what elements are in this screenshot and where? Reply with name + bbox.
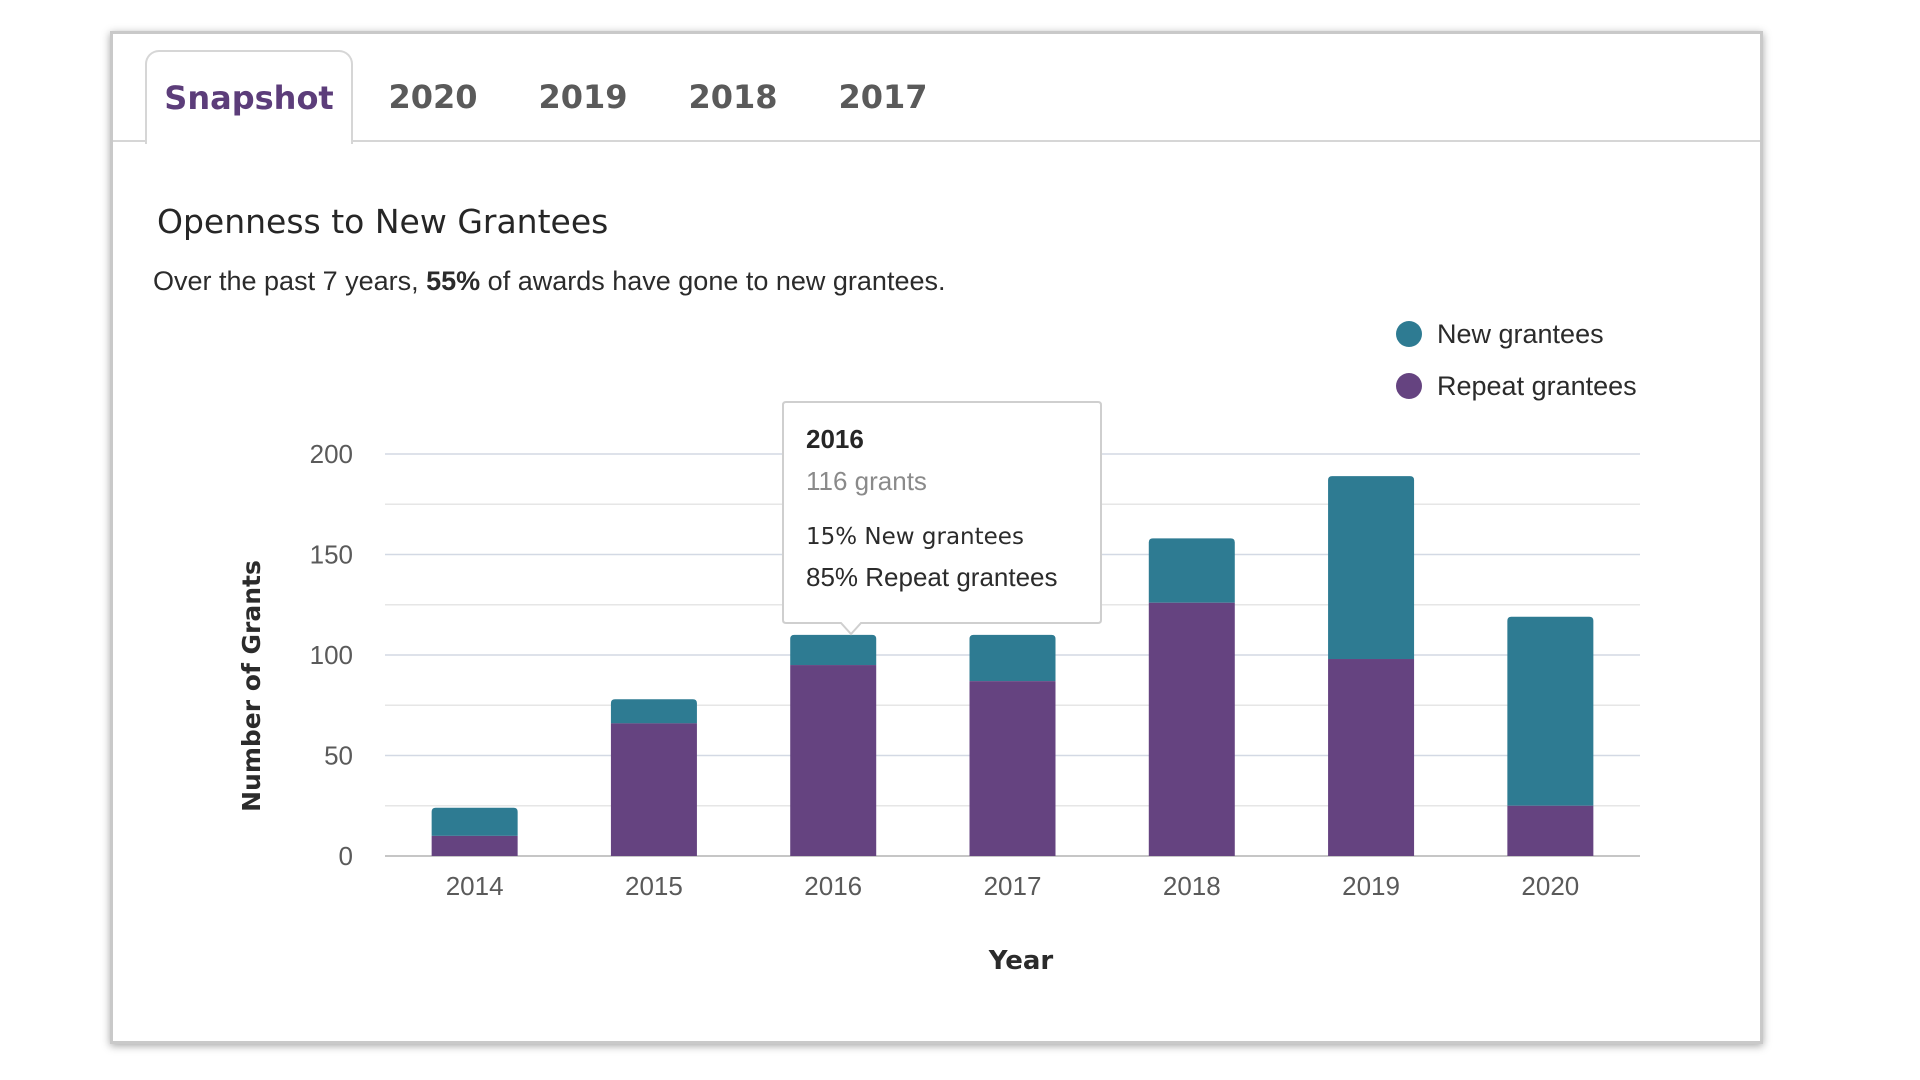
x-tick-label: 2016: [804, 871, 862, 901]
y-tick-label: 0: [339, 841, 353, 871]
legend: New grantees Repeat grantees: [1396, 319, 1637, 401]
tooltip-new: 15% New grantees: [806, 524, 1024, 550]
bar-repeat-2018[interactable]: [1148, 602, 1235, 856]
bar-repeat-2020[interactable]: [1507, 805, 1594, 856]
legend-new-label: New grantees: [1437, 319, 1604, 349]
y-axis-label: Number of Grants: [237, 560, 266, 812]
tab-2020[interactable]: 2020: [388, 78, 478, 116]
x-tick-label: 2017: [984, 871, 1042, 901]
y-tick-label: 50: [324, 741, 353, 771]
bar-repeat-2017[interactable]: [969, 681, 1056, 856]
y-tick-label: 100: [310, 640, 353, 670]
bar-repeat-2014[interactable]: [431, 835, 518, 856]
bar-repeat-2019[interactable]: [1328, 659, 1415, 856]
x-axis-label: Year: [988, 946, 1054, 976]
stacked-bar-chart: 0 50 100 150 200 2014 2015 2016 2017 2018 2019 202…: [237, 319, 1640, 976]
x-tick-label: 2014: [446, 871, 504, 901]
tooltip-total: 116 grants: [806, 466, 927, 496]
x-tick-label: 2019: [1342, 871, 1400, 901]
legend-repeat-label: Repeat grantees: [1437, 371, 1637, 401]
chart-card: Snapshot 2020 2019 2018 2017 Openness to…: [110, 31, 1763, 1044]
chart-title: Openness to New Grantees: [157, 202, 609, 241]
tab-strip: Snapshot 2020 2019 2018 2017: [113, 34, 1760, 144]
bar-repeat-2015[interactable]: [610, 723, 697, 856]
tooltip-repeat: 85% Repeat grantees: [806, 562, 1058, 592]
bar-new-2018[interactable]: [1148, 538, 1235, 603]
bar-repeat-2016[interactable]: [790, 665, 877, 856]
summary-highlight: 55%: [426, 266, 481, 296]
tooltip-year: 2016: [806, 424, 864, 454]
tab-2018[interactable]: 2018: [688, 78, 778, 116]
chart-summary: Over the past 7 years, 55% of awards hav…: [153, 266, 945, 297]
tab-snapshot[interactable]: Snapshot: [145, 50, 353, 144]
summary-suffix: of awards have gone to new grantees.: [480, 266, 946, 296]
bar-new-2020[interactable]: [1507, 616, 1594, 806]
legend-new-swatch: [1396, 321, 1422, 347]
tab-2017[interactable]: 2017: [838, 78, 928, 116]
x-tick-label: 2018: [1163, 871, 1221, 901]
summary-prefix: Over the past 7 years,: [153, 266, 427, 296]
y-axis-ticks: 0 50 100 150 200: [310, 439, 353, 871]
y-tick-label: 150: [310, 540, 353, 570]
tooltip-box: [782, 401, 1102, 636]
x-tick-label: 2020: [1521, 871, 1579, 901]
bar-new-2019[interactable]: [1328, 476, 1415, 660]
tooltip: 2016 116 grants 15% New grantees 85% Rep…: [782, 401, 1102, 636]
x-axis-ticks: 2014 2015 2016 2017 2018 2019 2020: [446, 871, 1580, 901]
x-tick-label: 2015: [625, 871, 683, 901]
bar-new-2015[interactable]: [610, 699, 697, 724]
bar-new-2017[interactable]: [969, 634, 1056, 682]
bar-new-2016[interactable]: [790, 634, 877, 666]
bars: [431, 476, 1594, 856]
legend-repeat-swatch: [1396, 373, 1422, 399]
bar-new-2014[interactable]: [431, 807, 518, 836]
tab-2019[interactable]: 2019: [538, 78, 628, 116]
y-tick-label: 200: [310, 439, 353, 469]
